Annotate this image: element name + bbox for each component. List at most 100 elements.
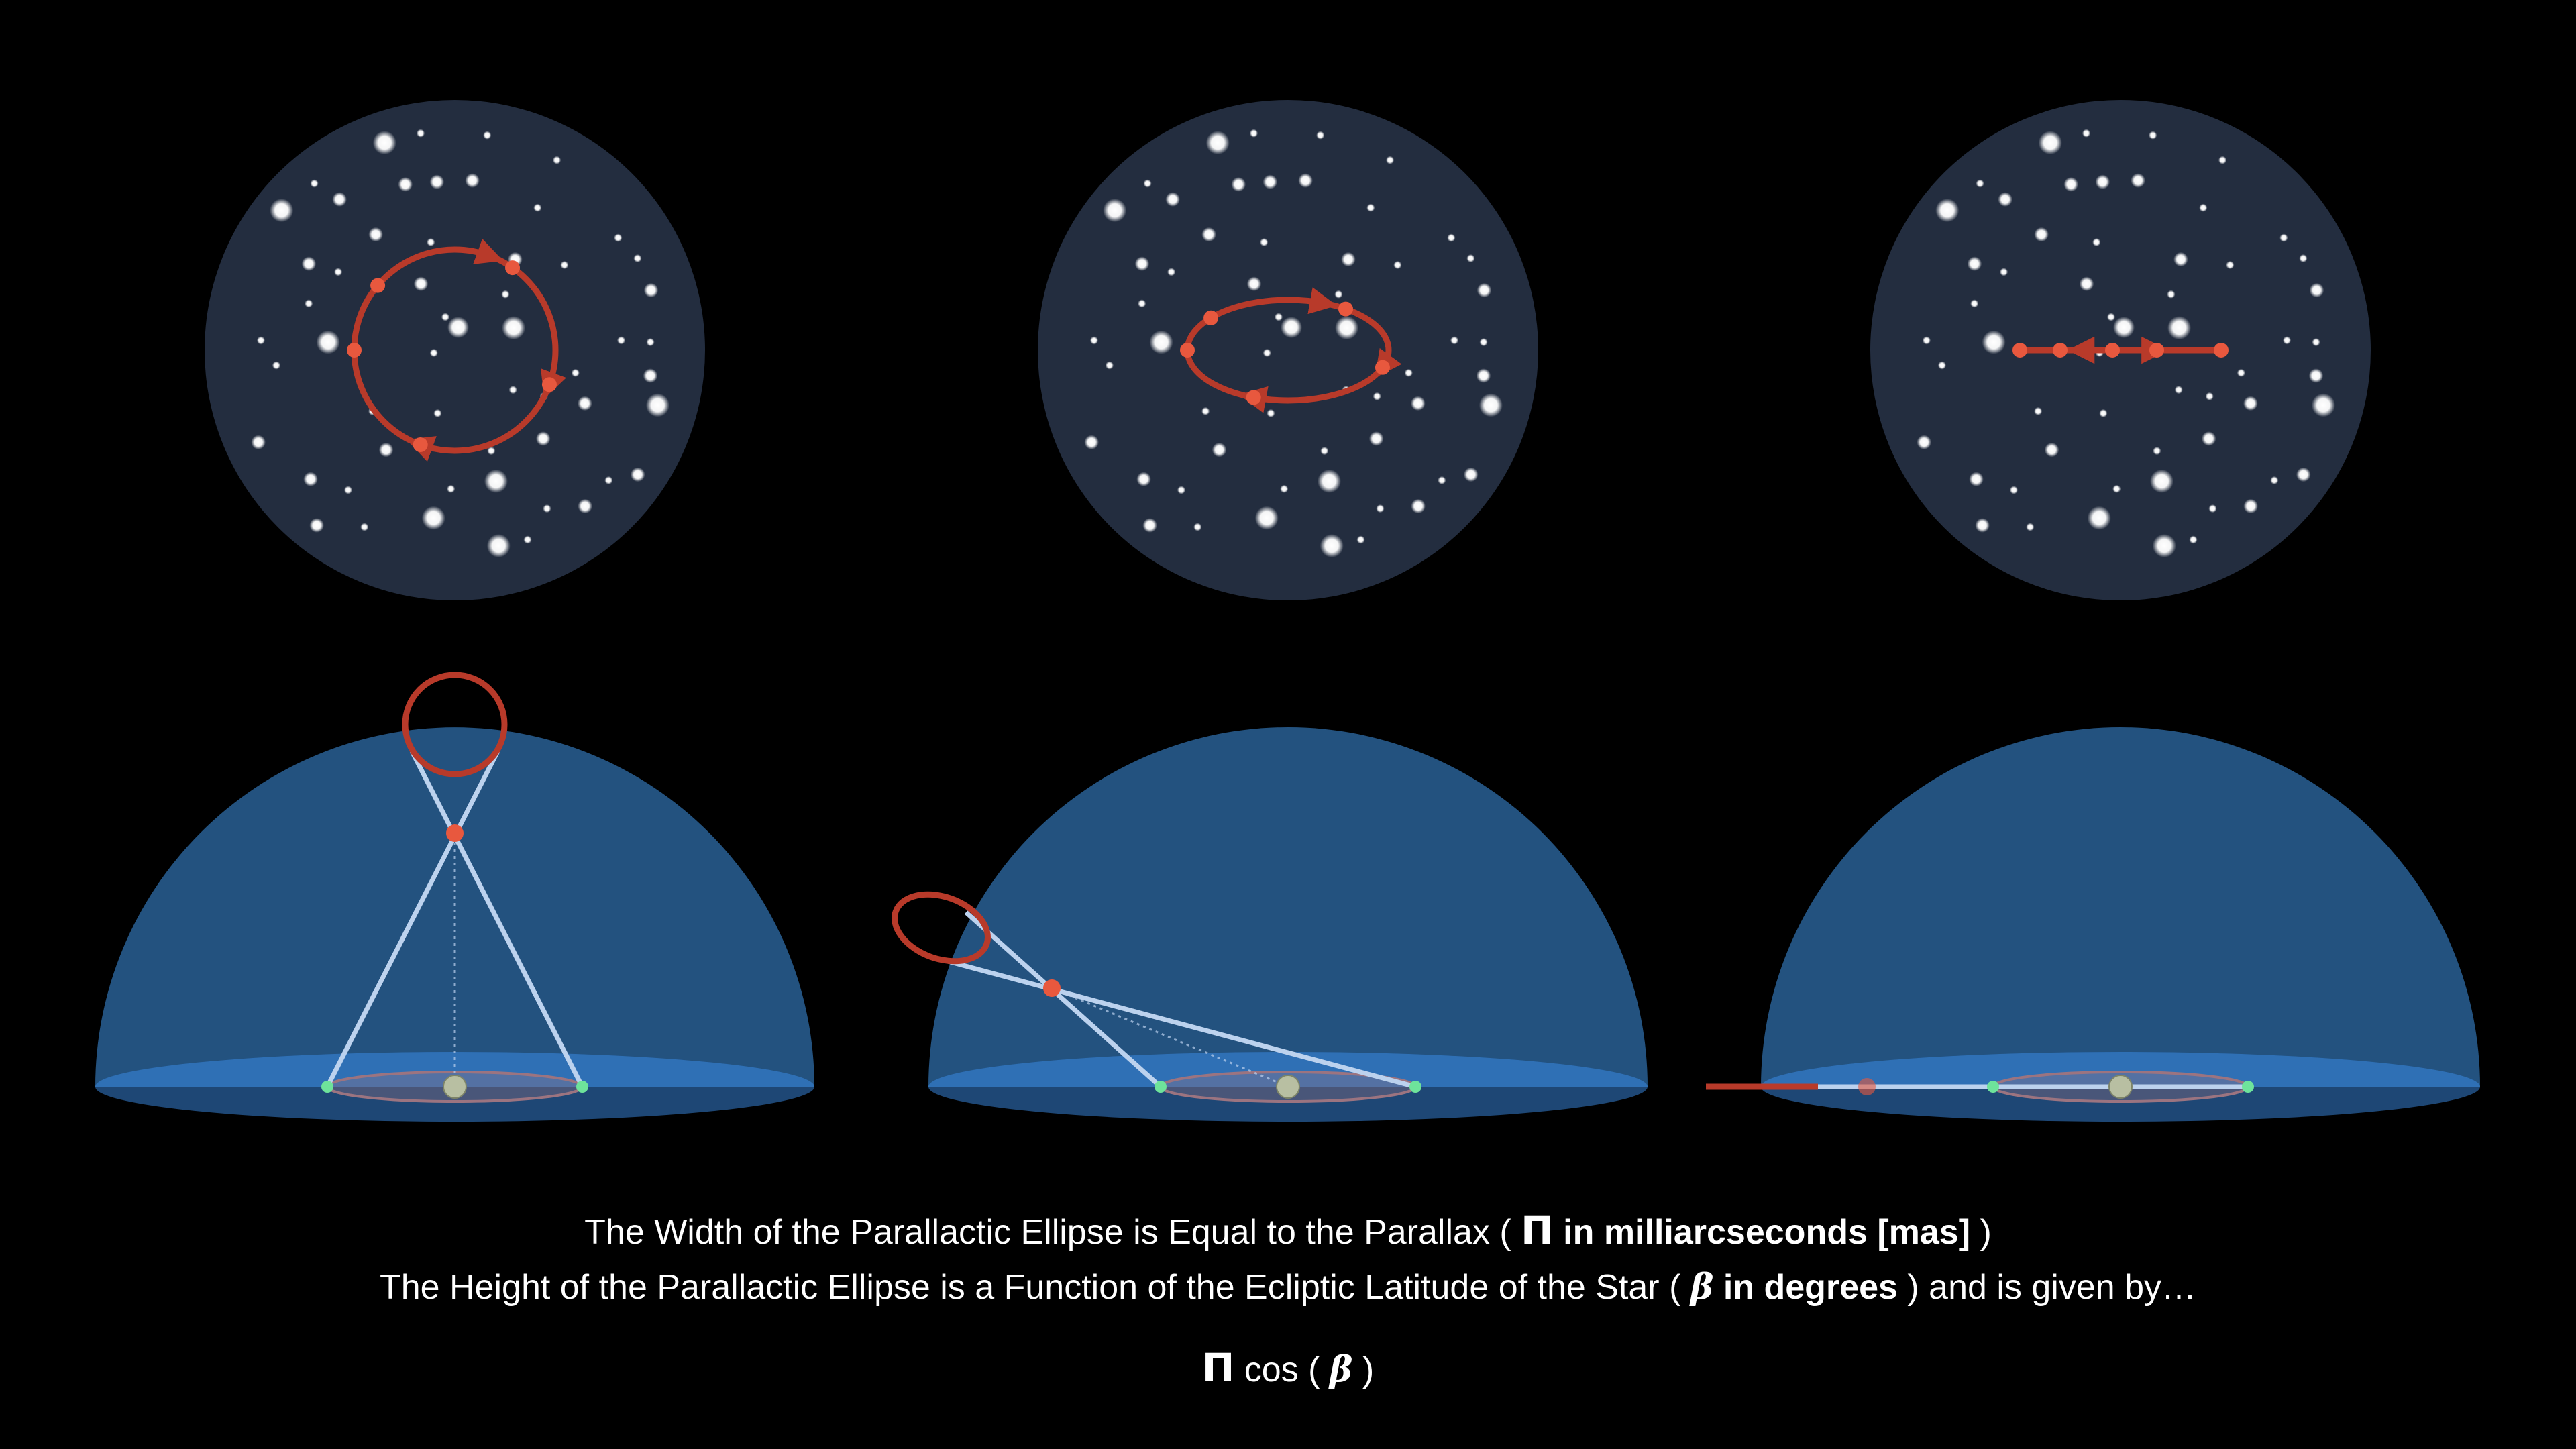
position-dot bbox=[2053, 343, 2068, 358]
star bbox=[1143, 179, 1152, 188]
star bbox=[2299, 254, 2308, 263]
earth-position bbox=[321, 1081, 333, 1093]
star bbox=[368, 227, 383, 242]
star bbox=[303, 472, 318, 487]
star bbox=[2095, 174, 2110, 190]
star bbox=[483, 131, 492, 140]
formula-close: ) bbox=[1362, 1350, 1375, 1389]
star bbox=[1263, 348, 1271, 358]
star bbox=[2034, 407, 2043, 415]
earth-position bbox=[576, 1081, 588, 1093]
star bbox=[441, 313, 450, 321]
star bbox=[1205, 131, 1230, 155]
sightline bbox=[325, 750, 500, 1088]
caption-width-line: The Width of the Parallactic Ellipse is … bbox=[0, 1208, 2576, 1253]
caption-width-unit: in milliarcseconds [mas] bbox=[1563, 1213, 1971, 1252]
position-dot bbox=[347, 343, 362, 358]
star bbox=[1466, 254, 1475, 263]
ecliptic-plane bbox=[1761, 1052, 2480, 1087]
star bbox=[1167, 268, 1176, 276]
star bbox=[646, 338, 655, 347]
star bbox=[643, 368, 658, 383]
star bbox=[1366, 203, 1375, 212]
sky-view-mid bbox=[1038, 100, 1538, 600]
position-dot bbox=[2214, 343, 2229, 358]
parallactic-track bbox=[1180, 287, 1402, 413]
position-dot bbox=[2105, 343, 2120, 358]
star bbox=[1438, 476, 1446, 485]
sightline bbox=[964, 910, 1163, 1089]
star bbox=[2106, 313, 2116, 321]
star bbox=[614, 233, 623, 242]
star bbox=[643, 282, 659, 298]
star bbox=[1385, 156, 1395, 164]
star bbox=[2174, 252, 2188, 267]
projected-ellipse bbox=[892, 891, 991, 965]
star bbox=[1393, 260, 1402, 270]
star bbox=[2218, 156, 2227, 164]
star bbox=[533, 203, 542, 212]
star bbox=[552, 156, 561, 164]
star bbox=[1463, 467, 1479, 482]
star bbox=[1334, 290, 1343, 299]
celestial-dome bbox=[95, 727, 814, 1087]
star bbox=[535, 431, 551, 446]
star bbox=[578, 396, 592, 411]
caption-height-line: The Height of the Parallactic Ellipse is… bbox=[0, 1267, 2576, 1307]
star bbox=[2189, 535, 2198, 544]
dome-view-pole bbox=[95, 672, 814, 1122]
caption-width-suffix: ) bbox=[1980, 1213, 1992, 1252]
star bbox=[433, 409, 442, 418]
star bbox=[1975, 518, 1990, 533]
star bbox=[1479, 338, 1488, 347]
star bbox=[1373, 392, 1381, 400]
star bbox=[1922, 336, 1931, 345]
star bbox=[1376, 504, 1385, 513]
celestial-dome bbox=[1761, 727, 2480, 1087]
star bbox=[1411, 498, 1426, 514]
star bbox=[2308, 368, 2324, 383]
star bbox=[309, 518, 324, 533]
position-dot bbox=[541, 377, 557, 392]
pi-symbol: Π bbox=[1521, 1208, 1554, 1253]
formula-cos: cos ( bbox=[1244, 1350, 1320, 1389]
star bbox=[316, 330, 340, 354]
star bbox=[372, 131, 396, 155]
star bbox=[1201, 407, 1210, 415]
star bbox=[523, 535, 532, 544]
star bbox=[416, 129, 425, 138]
star bbox=[2174, 386, 2183, 394]
star bbox=[305, 299, 313, 308]
star bbox=[1447, 233, 1456, 242]
star bbox=[2079, 276, 2094, 291]
star bbox=[1149, 330, 1173, 354]
star bbox=[465, 173, 480, 188]
star bbox=[301, 256, 317, 271]
sightline bbox=[409, 750, 585, 1088]
star bbox=[1969, 472, 1984, 487]
star bbox=[332, 192, 347, 207]
star bbox=[571, 368, 580, 377]
sky-disc bbox=[205, 100, 705, 600]
star bbox=[1970, 299, 1979, 308]
star bbox=[1138, 299, 1146, 308]
star-point bbox=[446, 824, 464, 842]
star bbox=[2270, 476, 2279, 485]
star bbox=[2112, 484, 2121, 493]
star bbox=[2092, 238, 2101, 247]
star bbox=[360, 523, 369, 531]
star bbox=[2152, 534, 2176, 558]
earth-position bbox=[2242, 1081, 2254, 1093]
formula-beta-symbol: β bbox=[1329, 1349, 1353, 1390]
star bbox=[2167, 316, 2192, 340]
star bbox=[2237, 368, 2245, 377]
direction-arrow bbox=[473, 238, 504, 264]
star bbox=[1368, 431, 1384, 446]
star bbox=[2311, 393, 2335, 417]
star bbox=[2208, 504, 2217, 513]
star bbox=[2099, 409, 2108, 418]
sky-view-ecliptic bbox=[1870, 100, 2371, 600]
sky-disc bbox=[1038, 100, 1538, 600]
parallactic-track bbox=[2012, 336, 2229, 364]
